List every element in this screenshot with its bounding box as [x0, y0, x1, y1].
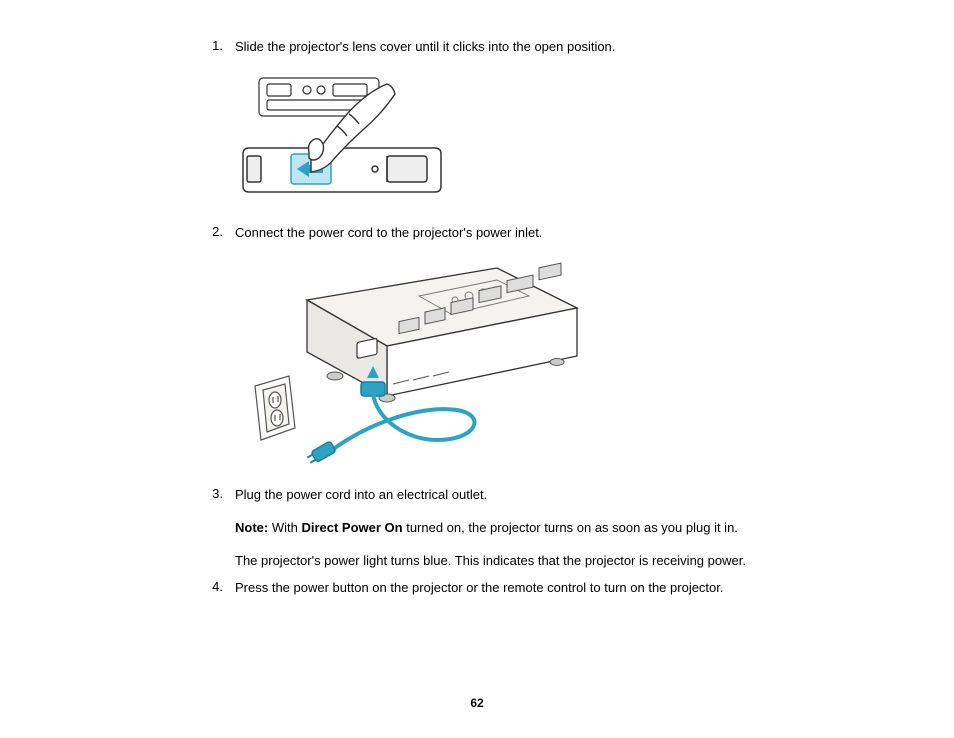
- step-body: Plug the power cord into an electrical o…: [235, 486, 894, 575]
- note-text-a: With: [268, 520, 301, 535]
- step-text: Connect the power cord to the projector'…: [235, 224, 894, 242]
- note-text-b: turned on, the projector turns on as soo…: [403, 520, 738, 535]
- figure-lens-cover: [237, 74, 894, 206]
- step-4: 4. Press the power button on the project…: [195, 579, 894, 597]
- step-number: 1.: [195, 38, 235, 56]
- document-page: 1. Slide the projector's lens cover unti…: [0, 0, 954, 738]
- step-text: Plug the power cord into an electrical o…: [235, 486, 894, 505]
- figure-power-cord: [237, 260, 894, 468]
- step-3: 3. Plug the power cord into an electrica…: [195, 486, 894, 575]
- step-2: 2. Connect the power cord to the project…: [195, 224, 894, 242]
- ordered-list: 1. Slide the projector's lens cover unti…: [195, 38, 894, 597]
- step-note: Note: With Direct Power On turned on, th…: [235, 519, 894, 538]
- power-cord-illustration: [237, 260, 587, 468]
- step-text: Slide the projector's lens cover until i…: [235, 38, 894, 56]
- step-tail: The projector's power light turns blue. …: [235, 552, 894, 571]
- step-1: 1. Slide the projector's lens cover unti…: [195, 38, 894, 56]
- note-label: Note:: [235, 520, 268, 535]
- note-feature: Direct Power On: [301, 520, 402, 535]
- lens-cover-illustration: [237, 74, 447, 206]
- step-number: 4.: [195, 579, 235, 597]
- step-number: 3.: [195, 486, 235, 575]
- page-number: 62: [0, 696, 954, 710]
- step-text: Press the power button on the projector …: [235, 579, 894, 597]
- step-number: 2.: [195, 224, 235, 242]
